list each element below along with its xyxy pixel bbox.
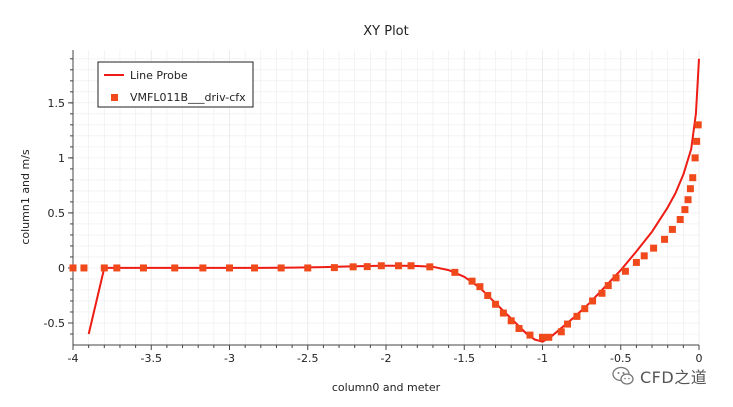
scatter-point xyxy=(545,333,553,341)
x-axis-label: column0 and meter xyxy=(332,381,441,394)
scatter-point xyxy=(100,264,108,272)
x-tick-label: -0.5 xyxy=(610,352,631,365)
scatter-point xyxy=(468,277,476,285)
scatter-point xyxy=(80,264,88,272)
scatter-point xyxy=(251,264,259,272)
scatter-point xyxy=(604,282,612,290)
legend-box xyxy=(97,61,254,108)
x-tick-label: -1 xyxy=(537,352,548,365)
y-tick-label: -0.5 xyxy=(44,317,65,330)
scatter-point xyxy=(564,320,572,328)
scatter-point xyxy=(684,196,692,204)
scatter-point xyxy=(632,258,640,266)
scatter-point xyxy=(330,264,338,272)
y-ticks: -0.5 0 0.5 1 1.5 xyxy=(44,58,73,335)
scatter-point xyxy=(349,263,357,271)
x-tick-label: -1.5 xyxy=(454,352,475,365)
scatter-point xyxy=(612,274,620,282)
scatter-point xyxy=(581,305,589,313)
scatter-point xyxy=(589,297,597,305)
x-tick-label: -4 xyxy=(68,352,79,365)
scatter-point xyxy=(676,216,684,224)
legend-marker-swatch xyxy=(111,94,118,101)
scatter-point xyxy=(689,174,697,182)
y-tick-label: 0 xyxy=(58,262,65,275)
x-tick-label: 0 xyxy=(696,352,703,365)
scatter-point xyxy=(199,264,207,272)
x-tick-label: -2 xyxy=(381,352,392,365)
scatter-point xyxy=(573,312,581,320)
x-tick-label: -3.5 xyxy=(141,352,162,365)
watermark-text: CFD之道 xyxy=(640,368,708,387)
watermark: CFD之道 xyxy=(612,362,724,390)
scatter-point xyxy=(661,235,669,243)
scatter-point xyxy=(539,333,546,341)
scatter-point xyxy=(113,264,121,272)
scatter-point xyxy=(395,262,403,270)
scatter-point xyxy=(69,264,77,272)
y-tick-label: 1.5 xyxy=(48,97,66,110)
y-axis-label: column1 and m/s xyxy=(19,149,32,245)
scatter-point xyxy=(407,262,415,270)
scatter-point xyxy=(691,154,699,162)
scatter-point xyxy=(668,225,676,233)
scatter-point xyxy=(686,185,694,193)
legend: Line Probe VMFL011B___driv-cfx xyxy=(97,61,254,108)
scatter-point xyxy=(139,264,147,272)
chart-title: XY Plot xyxy=(363,24,408,39)
scatter-point xyxy=(451,268,459,276)
scatter-point xyxy=(377,262,385,270)
scatter-point xyxy=(484,291,492,299)
scatter-point xyxy=(171,264,179,272)
scatter-point xyxy=(621,267,629,275)
scatter-point xyxy=(226,264,233,272)
scatter-point xyxy=(693,137,701,145)
scatter-point xyxy=(681,206,689,214)
scatter-point xyxy=(526,331,534,339)
plot-area xyxy=(69,58,702,343)
scatter-point xyxy=(499,309,507,317)
scatter-point xyxy=(426,263,434,271)
wechat-logo-icon xyxy=(612,366,634,385)
legend-label-vmfl011b: VMFL011B___driv-cfx xyxy=(130,91,246,104)
scatter-point xyxy=(694,121,702,129)
x-ticks: -4 -3.5 -3 -2.5 -2 -1.5 -1 -0.5 0 xyxy=(68,345,703,365)
scatter-point xyxy=(640,252,648,260)
scatter-point xyxy=(476,283,484,291)
scatter-point xyxy=(507,317,515,325)
x-tick-label: -3 xyxy=(224,352,235,365)
x-tick-label: -2.5 xyxy=(297,352,318,365)
scatter-point xyxy=(515,324,523,332)
scatter-point xyxy=(557,328,565,336)
legend-label-line-probe: Line Probe xyxy=(130,69,188,82)
y-tick-label: 1 xyxy=(58,152,65,165)
scatter-point xyxy=(598,289,606,297)
scatter-point xyxy=(277,264,285,272)
scatter-point xyxy=(492,300,500,308)
scatter-point xyxy=(304,264,312,272)
scatter-point xyxy=(650,244,658,252)
y-tick-label: 0.5 xyxy=(48,207,66,220)
scatter-point xyxy=(363,263,371,271)
